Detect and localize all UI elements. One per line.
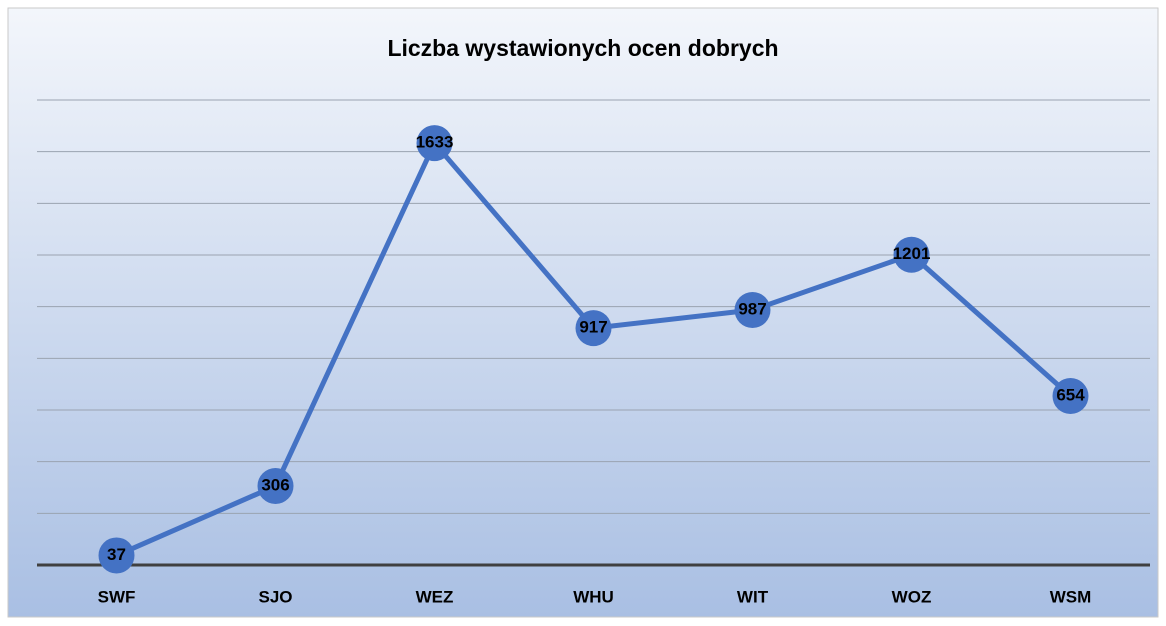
data-label: 1201 xyxy=(893,244,931,263)
marker xyxy=(98,537,135,574)
data-label: 37 xyxy=(107,545,126,564)
marker xyxy=(734,292,771,329)
marker xyxy=(257,467,294,504)
data-label: 917 xyxy=(579,318,607,337)
data-label: 306 xyxy=(261,475,289,494)
chart-title: Liczba wystawionych ocen dobrych xyxy=(387,35,778,61)
data-label: 987 xyxy=(738,300,766,319)
x-tick-label: WHU xyxy=(573,587,614,606)
x-tick-label: SJO xyxy=(258,587,292,606)
marker xyxy=(575,310,612,347)
x-tick-label: SWF xyxy=(98,587,136,606)
x-tick-label: WSM xyxy=(1050,587,1092,606)
x-tick-label: WIT xyxy=(737,587,769,606)
data-label: 1633 xyxy=(416,133,454,152)
marker xyxy=(893,236,930,273)
x-tick-label: WEZ xyxy=(416,587,454,606)
data-label: 654 xyxy=(1056,386,1085,405)
marker xyxy=(1052,378,1089,415)
x-tick-label: WOZ xyxy=(892,587,932,606)
marker xyxy=(416,125,453,162)
